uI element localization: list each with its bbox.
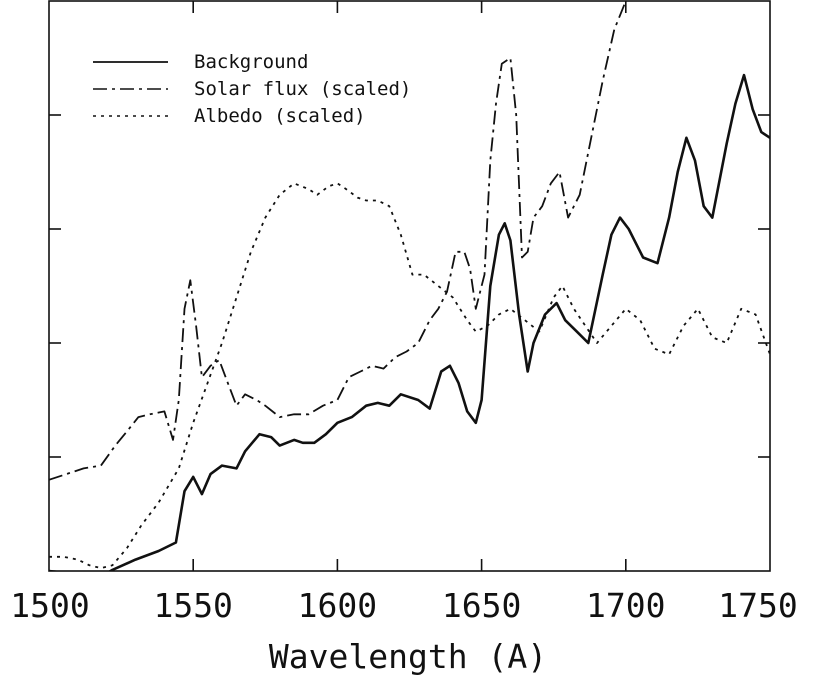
legend-label-0: Background bbox=[194, 51, 308, 73]
x-axis-tick-labels: 1500 1550 1600 1650 1700 1750 bbox=[10, 586, 797, 625]
series-line-background bbox=[49, 73, 770, 571]
x-axis-ticks bbox=[192, 1, 627, 571]
legend: Background Solar flux (scaled) Albedo (sca… bbox=[93, 51, 411, 127]
legend-label-1: Solar flux (scaled) bbox=[194, 78, 411, 100]
plot-frame bbox=[48, 0, 771, 572]
x-tick-label-5: 1750 bbox=[718, 586, 797, 625]
x-tick-label-1: 1550 bbox=[153, 586, 232, 625]
x-tick-label-2: 1600 bbox=[298, 586, 377, 625]
x-axis-label: Wavelength (A) bbox=[269, 637, 547, 676]
y-axis-ticks bbox=[49, 114, 770, 458]
series-line-solar-flux-scaled bbox=[49, 1, 627, 481]
x-tick-label-0: 1500 bbox=[10, 586, 89, 625]
x-tick-label-3: 1650 bbox=[442, 586, 521, 625]
legend-label-2: Albedo (scaled) bbox=[194, 105, 366, 127]
x-tick-label-4: 1700 bbox=[586, 586, 665, 625]
series-lines bbox=[49, 1, 770, 571]
